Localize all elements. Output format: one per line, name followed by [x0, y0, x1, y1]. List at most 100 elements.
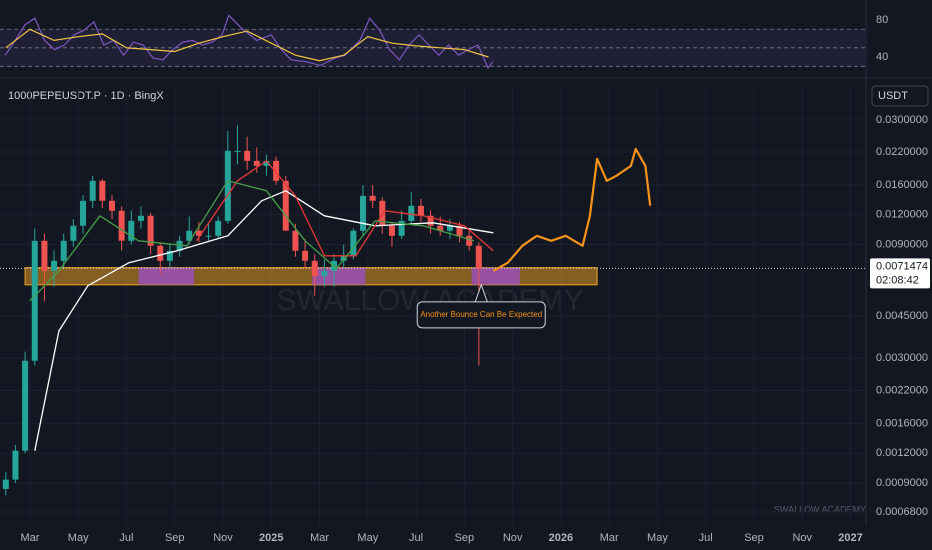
- x-tick-label: Jul: [699, 532, 713, 544]
- candle-body: [31, 240, 38, 361]
- rsi-line: [4, 14, 494, 70]
- candle-body: [147, 215, 154, 246]
- candle: [417, 198, 424, 222]
- candle: [224, 130, 231, 224]
- candle-body: [195, 230, 202, 236]
- candle-body: [244, 150, 251, 161]
- footer-watermark: SWALLOW ACADEMY: [774, 504, 866, 514]
- candle-body: [253, 160, 260, 166]
- candle: [137, 206, 144, 229]
- candle-body: [215, 220, 222, 236]
- candle: [408, 191, 415, 224]
- candle: [369, 184, 376, 209]
- candle: [51, 250, 58, 287]
- candle-body: [108, 200, 115, 211]
- candle: [80, 195, 87, 234]
- x-tick-label: May: [647, 532, 668, 544]
- x-tick-label: Jul: [119, 532, 133, 544]
- candle: [321, 259, 328, 287]
- candle-body: [186, 230, 193, 241]
- candle: [2, 472, 9, 496]
- x-tick-label: Sep: [165, 532, 185, 544]
- candle: [359, 184, 366, 236]
- x-tick-label: Nov: [503, 532, 523, 544]
- y-tick-label: 0.0220000: [876, 146, 928, 158]
- moving-average: [195, 160, 494, 257]
- candle-body: [51, 260, 58, 271]
- zone-highlight: [312, 267, 366, 285]
- candle: [89, 175, 96, 209]
- symbol-title: 1000PEPEUSDT.P · 1D · BingX: [8, 90, 164, 102]
- candle-body: [273, 160, 280, 181]
- x-tick-label: Mar: [20, 532, 39, 544]
- countdown-label: 02:08:42: [876, 274, 919, 286]
- y-tick-label: 0.0160000: [876, 179, 928, 191]
- candle: [22, 351, 29, 454]
- currency-label[interactable]: USDT: [878, 90, 908, 102]
- zone-highlight: [138, 267, 195, 285]
- annotation-text: Another Bounce Can Be Expected: [420, 310, 542, 319]
- rsi-tick-label: 40: [876, 51, 888, 63]
- candle-body: [475, 245, 482, 269]
- candle: [118, 206, 125, 251]
- candle-body: [292, 230, 299, 251]
- candle: [205, 223, 212, 243]
- candle: [99, 178, 106, 209]
- x-tick-label: 2025: [259, 532, 283, 544]
- candle: [253, 147, 260, 173]
- y-tick-label: 0.0090000: [876, 238, 928, 250]
- rsi-tick-label: 80: [876, 14, 888, 26]
- candle: [263, 154, 270, 176]
- annotation-pointer: [474, 283, 488, 302]
- candle: [311, 254, 318, 296]
- candle: [302, 238, 309, 268]
- rsi-line: [5, 28, 489, 62]
- candle-body: [263, 160, 270, 166]
- candle-body: [350, 230, 357, 256]
- annotation-box: [416, 301, 546, 329]
- x-tick-label: 2027: [838, 532, 862, 544]
- current-price-box: [870, 258, 930, 289]
- candle: [215, 216, 222, 239]
- candle-body: [302, 250, 309, 261]
- candle: [176, 235, 183, 257]
- x-tick-label: May: [68, 532, 89, 544]
- y-tick-label: 0.0300000: [876, 114, 928, 126]
- projection-path: [492, 147, 652, 272]
- y-tick-label: 0.0045000: [876, 310, 928, 322]
- currency-box[interactable]: [871, 85, 929, 107]
- candle: [12, 444, 19, 484]
- y-tick-label: 0.0022000: [876, 384, 928, 396]
- candle: [244, 136, 251, 170]
- candle-body: [408, 205, 415, 221]
- candle-body: [118, 210, 125, 241]
- candle-body: [99, 180, 106, 201]
- candle: [31, 228, 38, 366]
- candle: [195, 221, 202, 243]
- candle: [234, 125, 241, 165]
- y-tick-label: 0.0006800: [876, 506, 928, 518]
- x-tick-label: May: [357, 532, 378, 544]
- y-tick-label: 0.0030000: [876, 352, 928, 364]
- x-tick-label: 2026: [549, 532, 573, 544]
- moving-average: [29, 180, 475, 302]
- moving-average: [34, 190, 494, 451]
- candle-body: [60, 240, 67, 261]
- y-tick-label: 0.0016000: [876, 417, 928, 429]
- candle: [166, 244, 173, 268]
- x-tick-label: Jul: [409, 532, 423, 544]
- candle-body: [80, 200, 87, 226]
- candle-body: [128, 220, 135, 241]
- candle: [350, 228, 357, 260]
- candle-body: [417, 205, 424, 216]
- candle: [157, 242, 164, 274]
- candle-body: [137, 215, 144, 221]
- x-tick-label: Mar: [310, 532, 329, 544]
- candle-body: [311, 260, 318, 276]
- candle-body: [12, 450, 19, 480]
- candle: [273, 156, 280, 185]
- candle-body: [224, 150, 231, 221]
- candle: [186, 216, 193, 245]
- candle-body: [157, 245, 164, 261]
